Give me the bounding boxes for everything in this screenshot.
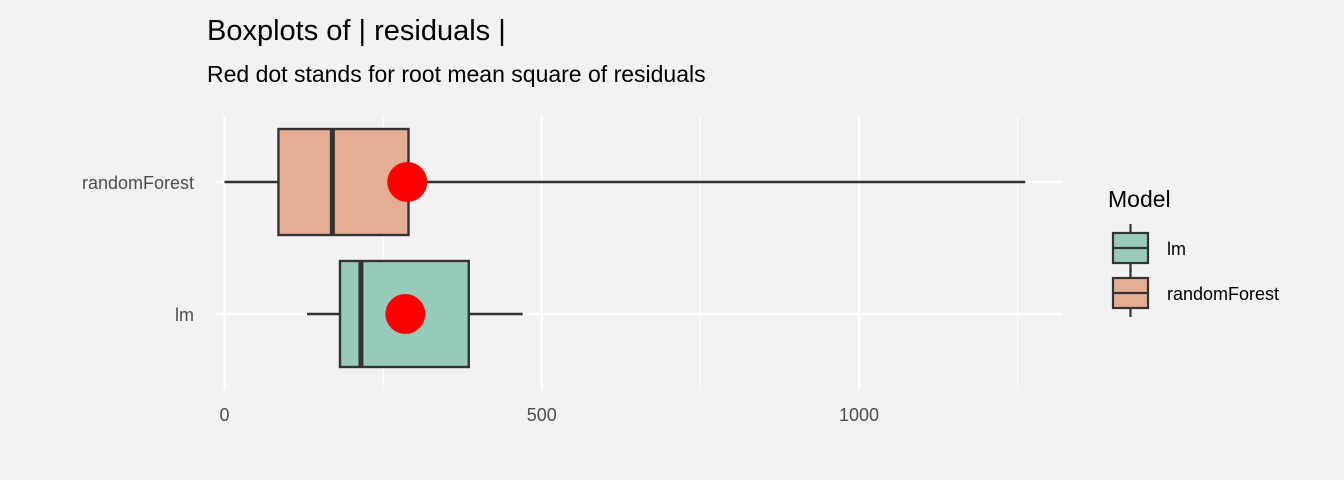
legend-item-randomForest: randomForest <box>1111 269 1279 317</box>
legend-label: lm <box>1167 239 1186 259</box>
box-lm <box>306 259 523 369</box>
x-tick-label: 0 <box>220 405 230 425</box>
box-randomForest <box>224 127 1026 237</box>
legend-title: Model <box>1108 186 1171 212</box>
axis-ticks: 0 500 1000 randomForest lm <box>82 173 879 425</box>
chart-subtitle: Red dot stands for root mean square of r… <box>207 61 706 87</box>
x-tick-label: 1000 <box>839 405 879 425</box>
y-tick-label: randomForest <box>82 173 194 193</box>
y-tick-label: lm <box>175 305 194 325</box>
legend: Model lm randomForest <box>1108 186 1279 317</box>
rms-dot <box>385 294 426 334</box>
x-tick-label: 500 <box>527 405 557 425</box>
legend-label: randomForest <box>1167 284 1279 304</box>
chart-title: Boxplots of | residuals | <box>207 15 506 47</box>
boxes <box>224 127 1026 369</box>
legend-item-lm: lm <box>1111 224 1186 272</box>
rms-dot <box>387 162 428 202</box>
